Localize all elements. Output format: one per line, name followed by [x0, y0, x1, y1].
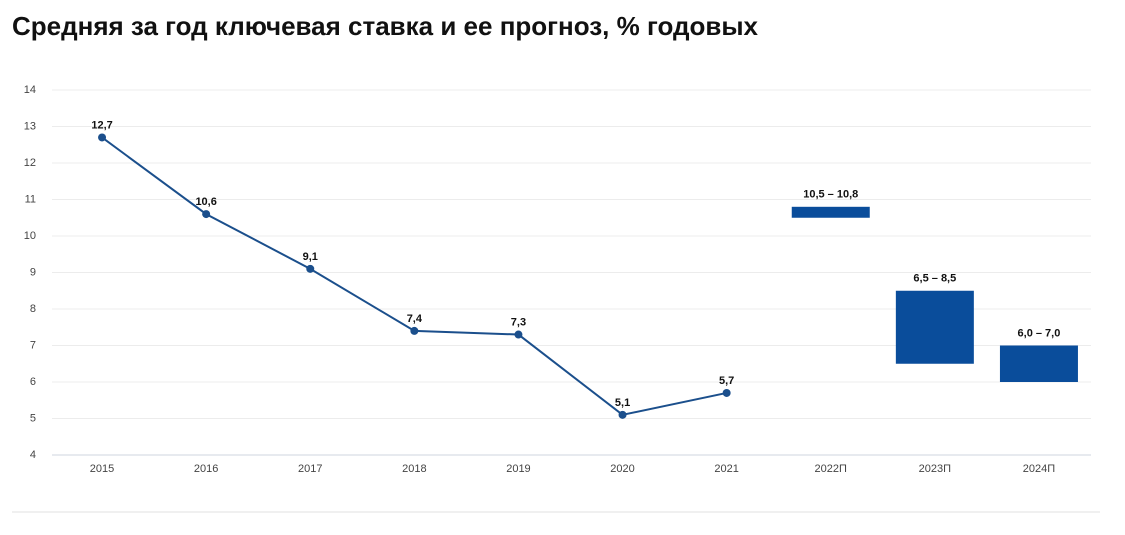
x-tick-label: 2015: [90, 463, 114, 475]
point: [618, 410, 627, 419]
range-bar: [791, 206, 870, 218]
range-bar: [999, 345, 1078, 382]
y-tick-label: 14: [24, 84, 36, 96]
data-label: 6,0 – 7,0: [1018, 327, 1061, 339]
data-label: 7,4: [407, 313, 423, 325]
data-label: 5,7: [719, 375, 734, 387]
y-tick-label: 4: [30, 449, 36, 461]
y-tick-label: 5: [30, 412, 36, 424]
x-tick-label: 2017: [298, 463, 322, 475]
point: [98, 133, 107, 142]
data-label: 10,6: [195, 196, 216, 208]
y-tick-label: 9: [30, 266, 36, 278]
x-tick-label: 2016: [194, 463, 218, 475]
point: [514, 330, 523, 339]
data-label: 6,5 – 8,5: [913, 273, 956, 285]
data-label: 9,1: [303, 251, 318, 263]
data-label: 7,3: [511, 316, 526, 328]
x-tick-label: 2020: [610, 463, 634, 475]
line: [101, 136, 727, 416]
x-tick-label: 2024П: [1023, 463, 1055, 475]
range-bar: [895, 290, 974, 364]
y-tick-label: 13: [24, 120, 36, 132]
chart-title: Средняя за год ключевая ставка и ее прог…: [12, 11, 759, 41]
x-tick-label: 2023П: [919, 463, 951, 475]
y-tick-label: 11: [25, 193, 36, 205]
x-tick-label: 2021: [714, 463, 738, 475]
y-tick-label: 6: [30, 376, 36, 388]
point: [202, 210, 211, 219]
x-tick-label: 2018: [402, 463, 426, 475]
y-tick-label: 7: [30, 339, 36, 351]
y-tick-label: 10: [24, 230, 36, 242]
data-label: 5,1: [615, 397, 630, 409]
y-tick-label: 8: [30, 303, 36, 315]
point: [722, 388, 731, 397]
data-label: 10,5 – 10,8: [803, 189, 858, 201]
point: [410, 326, 419, 335]
x-tick-label: 2019: [506, 463, 530, 475]
point: [306, 264, 315, 273]
x-tick-label: 2022П: [815, 463, 847, 475]
y-tick-label: 12: [24, 157, 36, 169]
data-label: 12,7: [91, 119, 112, 131]
